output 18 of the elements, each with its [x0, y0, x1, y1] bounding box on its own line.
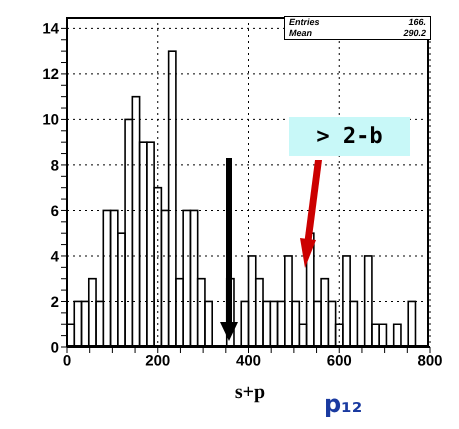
- x-tick-label: 0: [62, 352, 72, 370]
- y-tick-label: 0: [50, 339, 59, 356]
- y-tick-label: 12: [42, 66, 59, 84]
- annotation: > 2-b: [289, 117, 410, 156]
- text: Entries 166.: [289, 17, 426, 27]
- y-tick-label: 2: [50, 294, 59, 311]
- x-tick-label: 800: [417, 352, 443, 370]
- x-axis-title: s+p: [234, 381, 266, 404]
- x-tick-label: 600: [326, 352, 352, 370]
- y-tick-label: 8: [50, 157, 59, 174]
- text: Mean 290.2: [289, 28, 426, 38]
- text: p₁₂: [324, 390, 362, 418]
- y-tick-label: 6: [50, 202, 59, 220]
- y-tick-label: 14: [42, 20, 60, 38]
- y-tick-label: 4: [50, 248, 60, 266]
- x-tick-label: 200: [145, 352, 170, 370]
- y-tick-label: 10: [42, 112, 59, 129]
- x-tick-label: 400: [236, 352, 262, 370]
